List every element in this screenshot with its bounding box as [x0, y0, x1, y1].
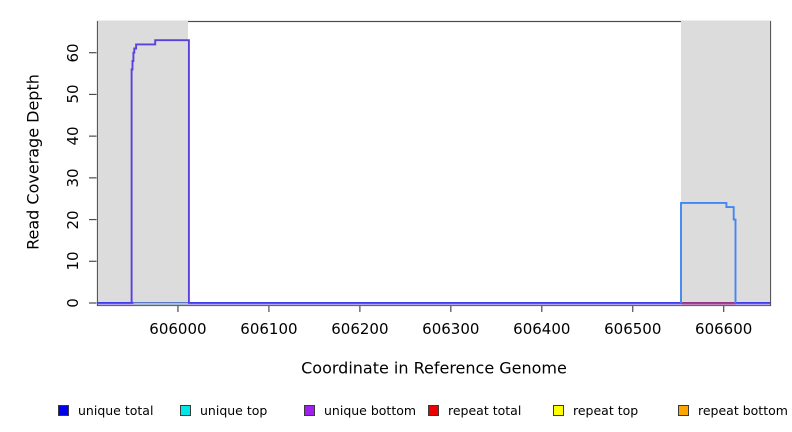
y-tick-label: 30	[64, 168, 82, 188]
series-right-peak-unique-total	[680, 201, 737, 303]
y-tick-label: 50	[64, 84, 82, 104]
plot-border	[96, 20, 772, 307]
y-tick-label: 20	[64, 210, 82, 230]
x-tick-label: 606000	[149, 320, 207, 338]
y-tick-label: 60	[64, 43, 82, 63]
x-tick-label: 606100	[240, 320, 298, 338]
series-left-peak-unique-bottom	[130, 39, 190, 303]
y-tick-label: 10	[64, 251, 82, 271]
x-tick-label: 606200	[331, 320, 389, 338]
right-repeat-region	[680, 21, 771, 303]
x-axis-title: Coordinate in Reference Genome	[301, 358, 567, 378]
y-axis-title: Read Coverage Depth	[23, 74, 43, 250]
x-tick-label: 606300	[422, 320, 480, 338]
y-tick-label: 40	[64, 126, 82, 146]
x-tick-label: 606500	[604, 320, 662, 338]
y-tick-label: 0	[64, 298, 82, 308]
x-tick-label: 606400	[513, 320, 571, 338]
x-tick-label: 606600	[695, 320, 753, 338]
left-repeat-region	[97, 21, 188, 303]
